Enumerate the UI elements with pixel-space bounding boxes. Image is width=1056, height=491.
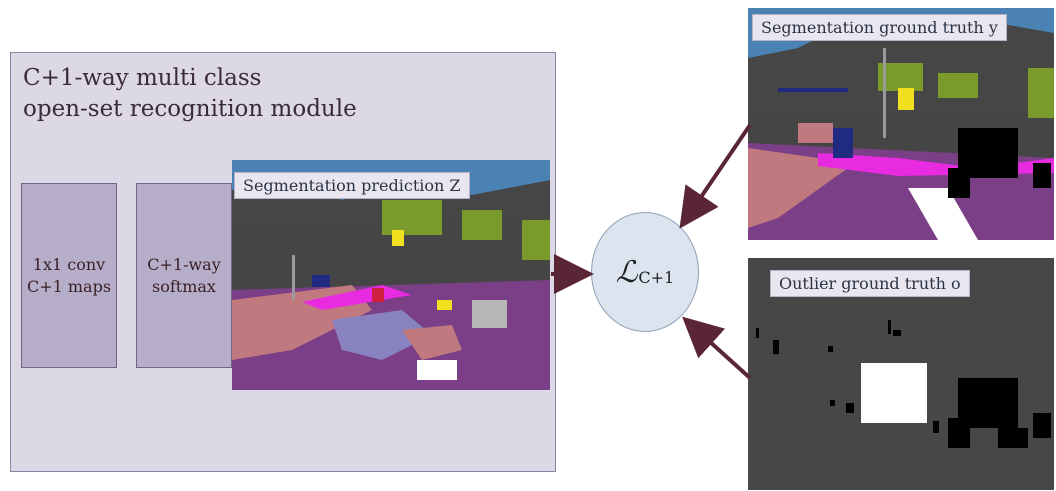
segmentation-ground-truth-image bbox=[748, 8, 1054, 240]
conv-block-line1: 1x1 conv bbox=[32, 254, 106, 274]
prediction-label: Segmentation prediction Z bbox=[234, 172, 470, 199]
loss-symbol: ℒ bbox=[615, 254, 638, 290]
loss-subscript: C+1 bbox=[638, 267, 675, 287]
ground-truth-label: Segmentation ground truth y bbox=[752, 14, 1007, 41]
ground-truth-scene bbox=[748, 8, 1054, 240]
loss-node: ℒ C+1 bbox=[591, 212, 699, 332]
conv-block: 1x1 conv C+1 maps bbox=[21, 183, 117, 368]
module-title-line1: C+1-way multi class bbox=[23, 65, 262, 91]
conv-block-line2: C+1 maps bbox=[26, 276, 112, 296]
outlier-to-loss-arrow bbox=[682, 316, 752, 380]
softmax-block-line1: C+1-way bbox=[147, 254, 221, 274]
outlier-label: Outlier ground truth o bbox=[770, 270, 970, 297]
softmax-block: C+1-way softmax bbox=[136, 183, 232, 368]
module-title: C+1-way multi class open-set recognition… bbox=[23, 63, 503, 125]
module-title-line2: open-set recognition module bbox=[23, 96, 357, 122]
ground-truth-to-loss-arrow bbox=[679, 123, 752, 229]
softmax-block-line2: softmax bbox=[152, 276, 216, 296]
